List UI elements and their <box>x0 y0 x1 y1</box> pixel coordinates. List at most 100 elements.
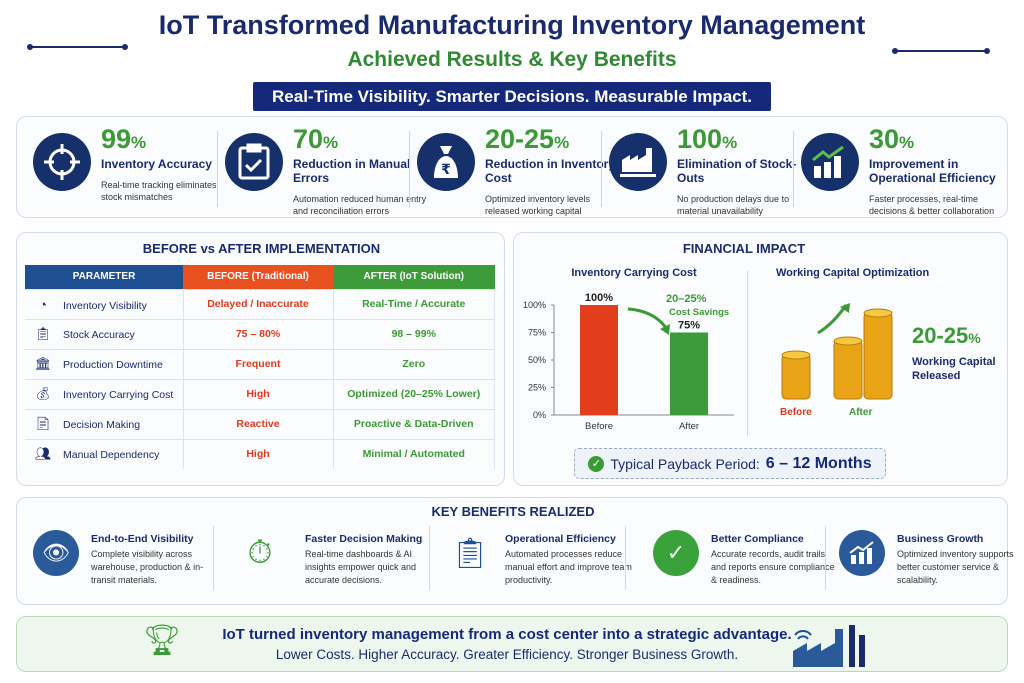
kpi-label: Inventory Accuracy <box>101 157 212 171</box>
rupee-money-bag-icon: ₹ <box>417 133 475 191</box>
kpi-label: Elimination of Stock-Outs <box>677 157 797 185</box>
parameter-cell: Production Downtime <box>63 359 163 371</box>
carrying-cost-bar-chart: 0% 25% 50% 75% 100% 100% Before 75% After <box>523 292 734 432</box>
benefit-desc: Optimized inventory supports better cust… <box>897 549 1014 585</box>
parameter-cell: Inventory Carrying Cost <box>63 389 174 401</box>
kpi-card: ₹ 20-25% Reduction in Inventory Cost Opt… <box>409 124 615 216</box>
savings-value: 20–25% <box>666 293 707 305</box>
capital-title: Working Capital Optimization <box>776 267 930 279</box>
kpi-unit: % <box>131 133 147 152</box>
growth-chart-icon <box>839 530 885 576</box>
benefit-item: ⏱︎ Faster Decision Making Real-time dash… <box>237 522 432 592</box>
divider <box>625 526 626 590</box>
clipboard-icon: 📋︎ <box>34 326 52 341</box>
savings-label: Cost Savings <box>669 307 730 318</box>
footer-tagline: Lower Costs. Higher Accuracy. Greater Ef… <box>275 647 739 662</box>
trophy-icon: 🏆︎ <box>143 624 182 657</box>
capital-label: Working Capital Released <box>912 356 996 382</box>
check-circle-icon: ✓ <box>588 455 605 472</box>
before-cell: Delayed / Inaccurate <box>183 288 334 319</box>
y-tick-label: 0% <box>533 410 546 420</box>
after-cell: Minimal / Automated <box>333 438 495 469</box>
kpi-label: Reduction in Manual Errors <box>293 157 411 185</box>
benefit-title: End-to-End Visibility <box>91 533 194 545</box>
kpi-desc: Faster processes, real-time decisions & … <box>869 194 995 216</box>
table-row: 🏛︎ Production Downtime Frequent Zero <box>25 348 495 379</box>
capital-after-label: After <box>849 407 873 418</box>
kpi-desc: Automation reduced human entry and recon… <box>293 194 427 216</box>
coin-stacks-icon <box>781 303 893 400</box>
payback-box: ✓ Typical Payback Period: 6 – 12 Months <box>574 448 886 479</box>
kpi-card: 100% Elimination of Stock-Outs No produc… <box>601 124 796 216</box>
benefit-title: Better Compliance <box>711 533 804 545</box>
bar-after <box>670 332 708 415</box>
kpi-label: Reduction in Inventory Cost <box>485 157 616 185</box>
kpi-unit: % <box>722 133 738 152</box>
kpi-value: 70 <box>293 124 324 154</box>
kpi-unit: % <box>899 133 915 152</box>
kpi-desc: No production delays due to material una… <box>677 194 790 216</box>
benefits-title: KEY BENEFITS REALIZED <box>431 504 595 519</box>
payback-value: 6 – 12 Months <box>765 454 872 472</box>
column-header: BEFORE (Traditional) <box>183 265 333 289</box>
before-cell: Reactive <box>183 408 334 439</box>
column-header: AFTER (IoT Solution) <box>333 265 495 289</box>
kpi-card: 70% Reduction in Manual Errors Automatio… <box>217 124 426 216</box>
parameter-cell: Inventory Visibility <box>63 299 147 312</box>
money-bag-icon: 💰︎ <box>34 386 52 401</box>
comparison-panel: BEFORE vs AFTER IMPLEMENTATION PARAMETER… <box>16 232 505 486</box>
data-label: 100% <box>585 292 613 304</box>
kpi-value: 30 <box>869 124 900 154</box>
kpi-desc: Real-time tracking eliminates stock mism… <box>101 180 217 202</box>
before-cell: Frequent <box>183 348 334 379</box>
divider <box>747 271 748 436</box>
chart-title: Inventory Carrying Cost <box>571 267 697 279</box>
before-cell: 75 – 80% <box>183 318 334 349</box>
after-cell: Optimized (20–25% Lower) <box>333 378 495 409</box>
financial-panel: FINANCIAL IMPACT Inventory Carrying Cost… <box>513 232 1008 486</box>
kpi-unit: % <box>554 133 570 152</box>
benefit-title: Operational Efficiency <box>505 533 616 545</box>
table-row: ◔ Inventory Visibility Delayed / Inaccurat… <box>25 288 495 319</box>
parameter-cell: Decision Making <box>63 419 141 431</box>
smart-factory-icon <box>793 625 865 667</box>
divider <box>793 131 794 207</box>
comparison-table: PARAMETER BEFORE (Traditional) AFTER (Io… <box>25 265 495 469</box>
pie-chart-icon: ◔ <box>39 296 47 312</box>
factory-icon: 🏛︎ <box>34 356 52 371</box>
benefit-title: Faster Decision Making <box>305 533 423 545</box>
y-tick-label: 75% <box>528 328 546 338</box>
benefit-item: 📋︎ Operational Efficiency Automated proc… <box>437 522 632 592</box>
clipboard-gear-icon: 📋︎ <box>450 536 490 570</box>
before-cell: High <box>183 378 334 409</box>
divider <box>601 131 602 207</box>
kpi-card: 99% Inventory Accuracy Real-time trackin… <box>25 124 217 213</box>
factory-icon <box>609 133 667 191</box>
parameter-cell: Manual Dependency <box>63 449 160 462</box>
shield-check-icon: ✓ <box>653 530 699 576</box>
divider <box>217 131 218 207</box>
document-icon: 📄︎ <box>34 416 52 431</box>
svg-text:₹: ₹ <box>441 162 451 178</box>
kpi-value: 20-25 <box>485 124 555 154</box>
kpi-unit: % <box>323 133 339 152</box>
benefit-desc: Complete visibility across warehouse, pr… <box>91 549 204 585</box>
table-row: 👥︎ Manual Dependency High Minimal / Automat… <box>25 438 495 469</box>
kpi-value: 100 <box>677 124 723 154</box>
decorative-line-right <box>892 48 990 54</box>
divider <box>429 526 430 590</box>
page-title: IoT Transformed Manufacturing Inventory … <box>158 10 866 40</box>
clipboard-check-icon <box>225 133 283 191</box>
decorative-line-left <box>27 44 128 50</box>
page-subtitle: Achieved Results & Key Benefits <box>347 48 677 71</box>
tagline-banner: Real-Time Visibility. Smarter Decisions.… <box>253 82 771 111</box>
capital-before-label: Before <box>780 407 812 418</box>
bar-before <box>580 305 618 415</box>
stopwatch-icon: ⏱︎ <box>247 534 273 570</box>
financial-title: FINANCIAL IMPACT <box>682 241 806 256</box>
benefit-desc: Automated processes reduce manual effort… <box>505 549 632 585</box>
payback-label: Typical Payback Period: <box>610 455 760 472</box>
growth-chart-icon <box>801 133 859 191</box>
footer-headline: IoT turned inventory management from a c… <box>222 626 792 643</box>
capital-value: 20-25 <box>912 323 969 348</box>
